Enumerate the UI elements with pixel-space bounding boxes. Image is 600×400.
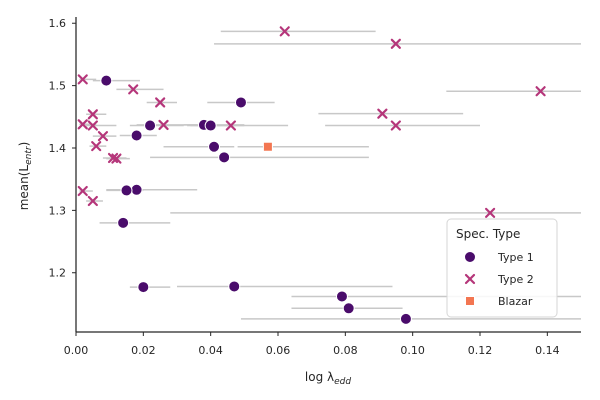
data-point-type-2 xyxy=(87,120,98,131)
legend-marker-blazar xyxy=(465,296,475,306)
y-tick-label: 1.4 xyxy=(49,142,67,155)
x-tick-label: 0.02 xyxy=(131,344,156,357)
data-point-type-1 xyxy=(120,184,133,197)
data-point-type-1 xyxy=(204,119,217,132)
data-point-type-2 xyxy=(158,119,169,131)
x-tick-label: 0.06 xyxy=(266,344,291,357)
data-point-type-2 xyxy=(87,109,98,120)
y-tick-layer: 1.2 1.3 1.4 1.5 1.6 xyxy=(49,17,76,280)
legend-label-type-2: Type 2 xyxy=(497,273,534,286)
data-point-type-2 xyxy=(77,185,88,197)
data-point-type-1 xyxy=(144,119,157,132)
x-tick-label: 0.12 xyxy=(468,344,493,357)
point-layer xyxy=(77,26,546,325)
data-point-type-1 xyxy=(208,140,221,153)
legend-marker-type-2 xyxy=(464,273,476,285)
legend-frame xyxy=(446,218,558,318)
data-point-type-2 xyxy=(77,74,88,85)
data-point-type-2 xyxy=(87,195,98,207)
data-point-type-1 xyxy=(234,96,247,109)
data-point-type-2 xyxy=(111,153,122,164)
legend-marker-type-1 xyxy=(464,251,476,263)
y-axis-label: mean(Lentr) xyxy=(17,142,34,211)
x-tick-label: 0.04 xyxy=(198,344,223,357)
legend-label-type-1: Type 1 xyxy=(497,251,534,264)
data-point-type-2 xyxy=(155,97,166,108)
data-point-type-1 xyxy=(100,74,113,87)
data-point-type-1 xyxy=(218,151,231,164)
data-point-type-2 xyxy=(128,84,139,95)
x-tick-label: 0.10 xyxy=(400,344,425,357)
data-point-type-1 xyxy=(335,290,348,303)
data-point-blazar xyxy=(262,141,273,152)
x-tick-label: 0.14 xyxy=(535,344,560,357)
data-point-type-2 xyxy=(225,120,236,131)
data-point-type-2 xyxy=(377,108,388,119)
legend-title: Spec. Type xyxy=(456,227,520,241)
y-tick-label: 1.3 xyxy=(49,204,67,217)
y-tick-label: 1.5 xyxy=(49,80,67,93)
x-tick-layer: 0.00 0.02 0.04 0.06 0.08 0.10 0.12 0.14 xyxy=(64,332,560,357)
data-point-type-1 xyxy=(117,216,130,229)
data-point-type-2 xyxy=(535,86,546,97)
axes xyxy=(75,17,581,333)
x-tick-label: 0.00 xyxy=(64,344,89,357)
data-point-type-1 xyxy=(137,281,150,294)
data-point-type-2 xyxy=(91,141,102,152)
y-tick-label: 1.2 xyxy=(49,267,67,280)
legend-label-blazar: Blazar xyxy=(498,295,533,308)
y-tick-label: 1.6 xyxy=(49,17,67,30)
data-point-type-1 xyxy=(130,129,143,142)
data-point-type-2 xyxy=(279,26,290,37)
data-point-type-2 xyxy=(77,119,88,130)
data-point-type-1 xyxy=(130,183,143,196)
legend: Spec. Type Type 1 Type 2 Blazar xyxy=(446,218,558,318)
data-point-type-2 xyxy=(97,131,109,142)
legend-entries: Type 1 Type 2 Blazar xyxy=(464,251,534,308)
data-point-type-2 xyxy=(485,207,496,218)
data-point-type-2 xyxy=(390,120,401,131)
x-tick-label: 0.08 xyxy=(333,344,358,357)
x-axis-label: log λedd xyxy=(305,370,351,387)
data-point-type-1 xyxy=(228,280,241,293)
data-point-type-1 xyxy=(399,312,412,325)
data-point-type-1 xyxy=(342,302,355,315)
data-point-type-2 xyxy=(390,38,401,49)
